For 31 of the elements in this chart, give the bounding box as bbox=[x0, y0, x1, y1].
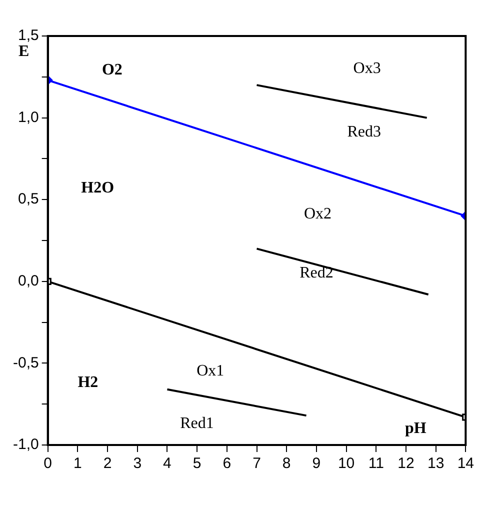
y-tick-label: 1,5 bbox=[18, 27, 39, 44]
x-tick-label: 0 bbox=[44, 455, 52, 472]
x-axis-title: pH bbox=[404, 420, 427, 438]
annotation: Ox3 bbox=[353, 60, 381, 77]
annotation: H2O bbox=[81, 179, 114, 196]
x-tick-label: 6 bbox=[222, 455, 232, 472]
x-tick-label: 3 bbox=[133, 455, 142, 472]
x-tick-label: 11 bbox=[368, 455, 384, 472]
y-tick-label: 0,5 bbox=[18, 190, 39, 208]
x-tick-label: 2 bbox=[103, 455, 112, 472]
x-tick-label: 1 bbox=[74, 455, 82, 472]
x-tick-label: 8 bbox=[282, 455, 291, 472]
y-tick-label: 1,0 bbox=[18, 108, 39, 126]
y-tick-label: 0,0 bbox=[18, 272, 39, 290]
annotation: Red3 bbox=[347, 124, 382, 141]
y-tick-label: -1,0 bbox=[12, 436, 39, 454]
y-axis-title: E bbox=[18, 43, 30, 60]
x-tick-label: 9 bbox=[312, 455, 321, 472]
x-tick-label: 10 bbox=[338, 455, 355, 472]
annotation: Ox1 bbox=[196, 362, 224, 380]
x-tick-label: 14 bbox=[457, 455, 474, 472]
x-tick-label: 5 bbox=[192, 455, 202, 472]
x-tick-label: 13 bbox=[427, 455, 444, 472]
annotation: O2 bbox=[102, 61, 122, 78]
x-tick-label: 7 bbox=[252, 455, 261, 472]
x-tick-label: 4 bbox=[163, 455, 172, 472]
annotation: Red1 bbox=[180, 414, 214, 432]
annotation: H2 bbox=[78, 374, 98, 391]
x-tick-label: 12 bbox=[398, 455, 414, 472]
annotation: Ox2 bbox=[304, 206, 332, 223]
y-tick-label: -0,5 bbox=[12, 354, 39, 372]
